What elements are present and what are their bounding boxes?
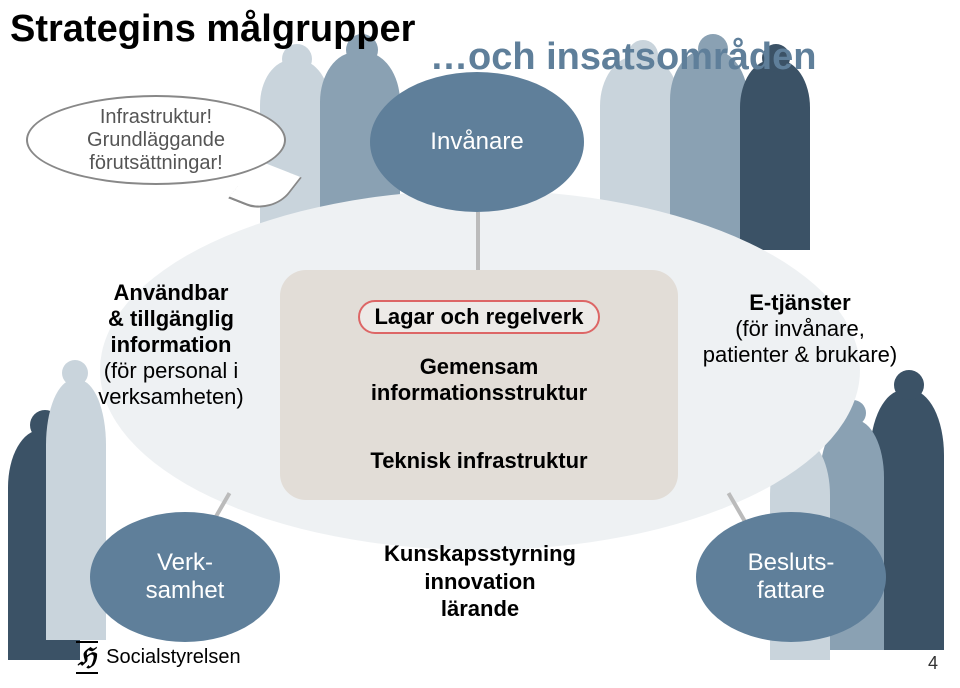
bottom-center-l2: innovation [360, 568, 600, 596]
side-right-l1: E-tjänster [686, 290, 914, 316]
bottom-center-l3: lärande [360, 595, 600, 623]
circle-right-l1: Besluts- [748, 549, 835, 577]
circle-right: Besluts- fattare [696, 512, 886, 642]
speech-line-2: Grundläggande [87, 129, 225, 152]
side-left-l1: Användbar [64, 280, 278, 306]
side-left-l5: verksamheten) [64, 384, 278, 410]
speech-line-3: förutsättningar! [89, 152, 222, 175]
center-law: Lagar och regelverk [358, 300, 599, 334]
center-tech-infra: Teknisk infrastruktur [280, 448, 678, 474]
connector-top [476, 212, 480, 272]
speech-bubble: Infrastruktur! Grundläggande förutsättni… [26, 95, 286, 185]
side-right-l2: (för invånare, [686, 316, 914, 342]
bottom-center-text: Kunskapsstyrning innovation lärande [360, 540, 600, 623]
center-common-2: informationsstruktur [280, 380, 678, 406]
side-left-l4: (för personal i [64, 358, 278, 384]
speech-line-1: Infrastruktur! [100, 106, 212, 129]
footer-logo-mark: ℌ [76, 641, 98, 674]
side-text-right: E-tjänster (för invånare, patienter & br… [686, 290, 914, 368]
circle-top-label: Invånare [430, 128, 523, 156]
footer-org: Socialstyrelsen [106, 646, 241, 669]
center-box: Lagar och regelverk Gemensam information… [280, 270, 678, 500]
slide-stage: Strategins målgrupper …och insatsområden… [0, 0, 960, 688]
circle-left-l1: Verk- [146, 549, 225, 577]
circle-left-l2: samhet [146, 577, 225, 605]
center-law-wrap: Lagar och regelverk [280, 300, 678, 334]
bottom-center-l1: Kunskapsstyrning [360, 540, 600, 568]
center-common-1: Gemensam [280, 354, 678, 380]
side-text-left: Användbar & tillgänglig information (för… [64, 280, 278, 410]
slide-title: Strategins målgrupper [10, 8, 415, 51]
circle-right-l2: fattare [748, 577, 835, 605]
side-left-l2: & tillgänglig [64, 306, 278, 332]
side-left-l3: information [64, 332, 278, 358]
footer-logo: ℌ Socialstyrelsen [76, 641, 241, 674]
side-right-l3: patienter & brukare) [686, 342, 914, 368]
circle-top: Invånare [370, 72, 584, 212]
circle-left: Verk- samhet [90, 512, 280, 642]
page-number: 4 [928, 653, 938, 674]
